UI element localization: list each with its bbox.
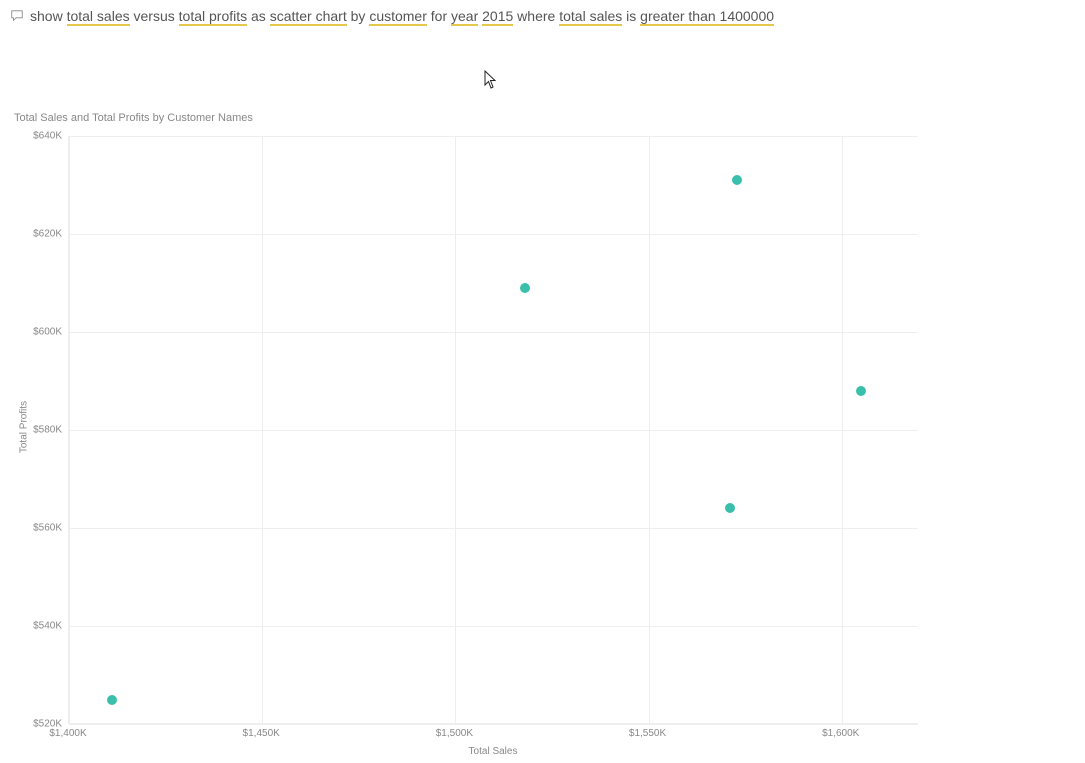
y-tick-label: $600K <box>22 327 62 338</box>
grid-line-horizontal <box>69 136 918 137</box>
y-tick-label: $620K <box>22 229 62 240</box>
plot-region[interactable]: Total Profits Total Sales $1,400K$1,450K… <box>68 130 918 724</box>
comment-icon <box>10 9 24 23</box>
x-tick-label: $1,500K <box>436 728 473 739</box>
x-tick-label: $1,450K <box>243 728 280 739</box>
grid-line-horizontal <box>69 528 918 529</box>
chart-title: Total Sales and Total Profits by Custome… <box>14 112 934 124</box>
grid-line-horizontal <box>69 332 918 333</box>
x-tick-label: $1,550K <box>629 728 666 739</box>
y-tick-label: $580K <box>22 425 62 436</box>
data-point[interactable] <box>107 695 117 705</box>
x-tick-label: $1,600K <box>822 728 859 739</box>
query-input-text[interactable]: show total sales versus total profits as… <box>30 8 774 24</box>
data-point[interactable] <box>732 175 742 185</box>
data-point[interactable] <box>520 283 530 293</box>
y-tick-label: $520K <box>22 719 62 730</box>
query-bar[interactable]: show total sales versus total profits as… <box>0 0 1085 32</box>
y-tick-label: $540K <box>22 621 62 632</box>
grid-line-horizontal <box>69 724 918 725</box>
plot-area <box>68 136 918 724</box>
data-point[interactable] <box>856 386 866 396</box>
data-point[interactable] <box>725 503 735 513</box>
cursor-pointer <box>484 70 498 95</box>
grid-line-horizontal <box>69 430 918 431</box>
x-tick-label: $1,400K <box>49 728 86 739</box>
grid-line-horizontal <box>69 234 918 235</box>
scatter-chart[interactable]: Total Sales and Total Profits by Custome… <box>14 112 934 762</box>
grid-line-horizontal <box>69 626 918 627</box>
x-axis-label: Total Sales <box>469 746 518 757</box>
y-tick-label: $560K <box>22 523 62 534</box>
y-tick-label: $640K <box>22 131 62 142</box>
